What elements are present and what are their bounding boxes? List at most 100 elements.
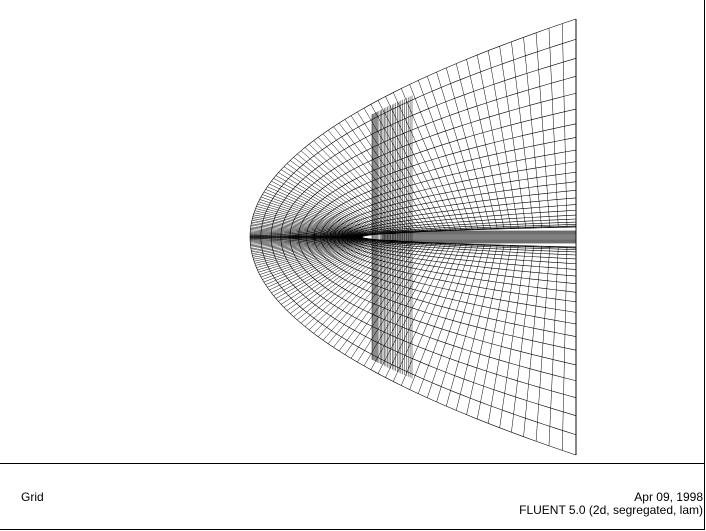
mesh-line-radial bbox=[273, 239, 378, 296]
mesh-line-radial bbox=[278, 172, 381, 235]
mesh-line-radial bbox=[488, 245, 519, 424]
mesh-line-radial bbox=[523, 37, 542, 228]
mesh-line-radial bbox=[252, 218, 364, 237]
mesh-line-radial bbox=[250, 226, 363, 237]
mesh-line-radial bbox=[392, 243, 457, 382]
mesh-line-radial bbox=[350, 242, 429, 359]
mesh-line-radial bbox=[300, 240, 396, 324]
mesh-line-radial bbox=[511, 245, 534, 433]
mesh-line-radial bbox=[267, 239, 374, 288]
caption-area: Grid Apr 09, 1998 FLUENT 5.0 (2d, segreg… bbox=[0, 464, 705, 530]
mesh-line-radial bbox=[401, 243, 462, 386]
plot-title: Grid bbox=[21, 490, 44, 504]
mesh-line-radial bbox=[262, 194, 371, 236]
mesh-line-radial bbox=[499, 46, 527, 229]
mesh-line-radial bbox=[254, 210, 366, 237]
mesh-line-radial bbox=[370, 104, 442, 232]
mesh-line-radial bbox=[436, 244, 485, 403]
mesh-line-radial bbox=[338, 242, 421, 352]
mesh-line-radial bbox=[511, 41, 534, 229]
mesh-line-radial bbox=[250, 237, 363, 246]
mesh-line-radial bbox=[251, 220, 364, 237]
mesh-line-radial bbox=[523, 246, 542, 437]
mesh-line-radial bbox=[259, 238, 369, 275]
mesh-line-radial bbox=[250, 237, 363, 244]
mesh-line-radial bbox=[283, 166, 385, 234]
mesh-line-radial bbox=[466, 59, 505, 229]
mesh-line-radial bbox=[253, 214, 365, 237]
mesh-line-radial bbox=[258, 201, 368, 236]
mesh-line-radial bbox=[265, 189, 373, 236]
mesh-line-radial bbox=[251, 237, 363, 251]
mesh-line-radial bbox=[251, 223, 363, 237]
mesh-line-radial bbox=[271, 180, 377, 235]
mesh-line-radial bbox=[250, 228, 363, 237]
mesh-line-radial bbox=[271, 239, 377, 294]
mesh-line-radial bbox=[265, 238, 373, 285]
mesh-line-radial bbox=[253, 212, 365, 237]
mesh-line-radial bbox=[535, 246, 551, 442]
mesh-line-radial bbox=[250, 225, 363, 237]
mesh-line-radial bbox=[260, 238, 370, 278]
mesh-line-radial bbox=[363, 242, 438, 367]
mesh-line-radial bbox=[256, 206, 367, 236]
mesh-line-radial bbox=[263, 238, 372, 283]
mesh-line-radial bbox=[259, 199, 369, 236]
mesh-line-radial bbox=[254, 237, 366, 264]
mesh-line-radial bbox=[280, 169, 383, 235]
mesh-line-radial bbox=[255, 238, 366, 266]
mesh-line-radial bbox=[427, 76, 479, 230]
mesh-line-radial bbox=[269, 239, 375, 291]
mesh-line-radial bbox=[253, 237, 365, 262]
mesh-line-radial bbox=[363, 107, 438, 232]
mesh-line-radial bbox=[455, 63, 498, 230]
mesh-line-radial bbox=[304, 240, 399, 327]
mesh-line-radial bbox=[548, 28, 559, 228]
mesh-line-radial bbox=[257, 238, 367, 271]
mesh-line-radial bbox=[385, 96, 452, 231]
mesh-line-radial bbox=[318, 241, 407, 337]
mesh-line-radial bbox=[385, 243, 452, 378]
mesh-line-radial bbox=[455, 244, 498, 411]
plot-date: Apr 09, 1998 bbox=[634, 490, 703, 504]
mesh-line-radial bbox=[275, 239, 380, 299]
mesh-line-radial bbox=[286, 240, 387, 311]
mesh-line-radial bbox=[476, 54, 512, 229]
mesh-line-radial bbox=[297, 240, 394, 321]
mesh-line-radial bbox=[370, 242, 442, 370]
mesh-line-radial bbox=[260, 196, 370, 236]
mesh-line-radial bbox=[297, 153, 394, 234]
mesh-line-radial bbox=[250, 237, 363, 248]
mesh-line-radial bbox=[300, 150, 396, 234]
mesh-line-parabola bbox=[326, 161, 577, 313]
mesh-line-radial bbox=[535, 32, 551, 228]
mesh-line-radial bbox=[357, 111, 433, 232]
mesh-line-radial bbox=[257, 203, 367, 236]
mesh-line-parabola bbox=[361, 225, 577, 249]
mesh-line-radial bbox=[488, 50, 519, 229]
mesh-line-parabola bbox=[355, 214, 577, 260]
mesh-line-radial bbox=[275, 175, 380, 235]
mesh-line-radial bbox=[263, 191, 372, 236]
mesh-line-radial bbox=[286, 163, 387, 234]
mesh-line-radial bbox=[445, 67, 492, 230]
mesh-line-radial bbox=[273, 178, 378, 235]
grid-plot-area bbox=[0, 18, 705, 464]
mesh-line-radial bbox=[255, 208, 366, 236]
mesh-line-radial bbox=[250, 237, 363, 245]
mesh-line-radial bbox=[313, 241, 404, 334]
mesh-line-parabola bbox=[352, 209, 577, 265]
solver-info: FLUENT 5.0 (2d, segregated, lam) bbox=[519, 503, 703, 517]
mesh-line-radial bbox=[562, 23, 568, 228]
mesh-line-radial bbox=[256, 238, 367, 268]
mesh-line-radial bbox=[401, 88, 462, 231]
mesh-line-radial bbox=[476, 245, 512, 420]
mesh-line-radial bbox=[418, 244, 473, 394]
mesh-line-radial bbox=[409, 243, 468, 390]
mesh-line-radial bbox=[278, 239, 381, 302]
mesh-line-radial bbox=[436, 71, 485, 230]
mesh-line-radial bbox=[250, 237, 363, 249]
mesh-line-radial bbox=[251, 221, 364, 237]
mesh-line-radial bbox=[308, 241, 402, 331]
mesh-line-radial bbox=[308, 143, 402, 233]
